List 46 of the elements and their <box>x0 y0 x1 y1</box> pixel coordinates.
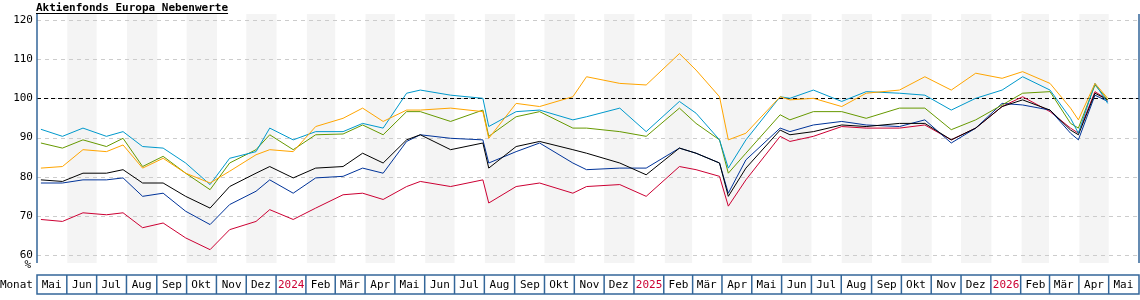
x-tick-label: Feb <box>1025 278 1046 292</box>
y-tick-label: 80 <box>19 169 33 183</box>
x-tick-label: Mai <box>41 278 62 292</box>
x-tick-label: Jul <box>459 278 480 292</box>
x-tick-label: Okt <box>906 278 926 292</box>
x-tick-label: Feb <box>310 278 331 292</box>
x-tick-label: Jul <box>816 278 837 292</box>
x-tick-label: Sep <box>519 278 540 292</box>
x-tick-label: Jun <box>72 278 92 292</box>
x-tick-label: Dez <box>965 278 986 292</box>
x-tick-label: Jun <box>786 278 807 292</box>
x-tick-label: Apr <box>727 278 748 292</box>
y-tick-label: 70 <box>19 208 33 222</box>
y-axis-title: % <box>24 258 32 272</box>
x-tick-label: Mai <box>399 278 420 292</box>
chart-title: Aktienfonds Europa Nebenwerte <box>36 1 229 14</box>
x-tick-label: Sep <box>876 278 897 292</box>
x-tick-label: Nov <box>579 278 600 292</box>
x-tick-label: Dez <box>608 278 629 292</box>
x-tick-label: Apr <box>1084 278 1105 292</box>
x-tick-label: Aug <box>846 278 867 292</box>
y-tick-label: 90 <box>19 130 33 144</box>
y-tick-label: 120 <box>13 12 33 26</box>
x-tick-label: Nov <box>936 278 957 292</box>
x-tick-label: Apr <box>370 278 391 292</box>
x-tick-label: 2025 <box>635 278 663 292</box>
x-axis-title: Monat <box>0 278 33 292</box>
x-tick-label: Feb <box>668 278 689 292</box>
x-tick-label: Mai <box>756 278 777 292</box>
x-tick-label: Dez <box>250 278 271 292</box>
y-tick-label: 110 <box>13 51 33 65</box>
x-tick-label: Jul <box>101 278 122 292</box>
x-tick-label: Mär <box>696 278 718 292</box>
x-tick-label: 2024 <box>277 278 305 292</box>
x-tick-label: Okt <box>191 278 212 292</box>
x-tick-label: Mai <box>1113 278 1134 292</box>
x-tick-label: Jun <box>429 278 450 292</box>
x-tick-label: Sep <box>162 278 182 292</box>
x-tick-label: Mär <box>339 278 361 292</box>
x-tick-label: Mär <box>1053 278 1075 292</box>
x-tick-label: Nov <box>221 278 242 292</box>
x-tick-label: Aug <box>131 278 152 292</box>
x-tick-label: 2026 <box>992 278 1020 292</box>
y-tick-label: 100 <box>13 91 33 105</box>
x-tick-label: Okt <box>549 278 570 292</box>
x-tick-label: Aug <box>489 278 510 292</box>
